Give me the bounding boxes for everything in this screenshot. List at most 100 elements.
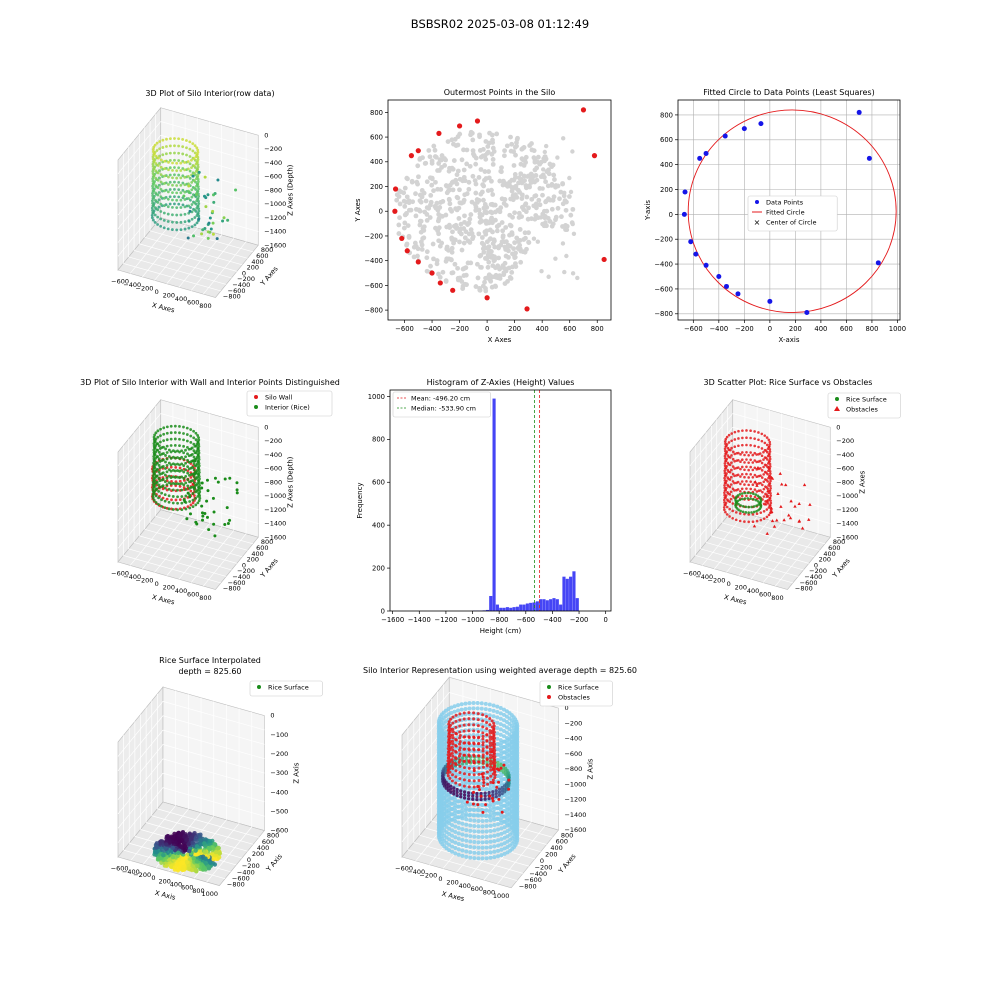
grid-line (162, 744, 265, 774)
obstacle-point (730, 432, 734, 435)
data-point (484, 228, 490, 234)
obstacle-point (492, 739, 496, 743)
grid-line (401, 692, 450, 751)
y-axis-label: Y Axes (258, 557, 280, 580)
z-tick-label: −1400 (264, 228, 286, 236)
surface-point (182, 848, 188, 853)
interior-point (235, 481, 239, 485)
histogram-bar (569, 576, 573, 611)
data-point (505, 183, 510, 189)
interior-point (178, 437, 181, 441)
obstacle-point (755, 453, 758, 456)
data-point (187, 219, 191, 223)
z-tick-label: −1200 (836, 506, 858, 514)
silo-wall-point (456, 708, 461, 713)
silo-wall-point (480, 818, 485, 823)
rice-point (483, 797, 487, 801)
rice-point (471, 797, 475, 801)
data-point (482, 209, 488, 215)
interior-point (182, 464, 186, 467)
data-point (564, 253, 569, 259)
data-point (481, 205, 487, 211)
data-point (177, 144, 181, 148)
silo-wall-point (510, 782, 515, 787)
data-point (479, 264, 484, 270)
obstacle-point (481, 713, 485, 717)
silo-wall-point (496, 752, 501, 757)
surface-point (168, 864, 174, 869)
data-point (156, 193, 160, 197)
data-point (501, 272, 507, 278)
z-tick-label: −600 (264, 173, 282, 181)
data-point (193, 208, 197, 212)
obstacle-point (740, 465, 744, 469)
rice-point (505, 768, 509, 773)
z-tick-label: −1600 (264, 533, 286, 541)
obstacle-point (472, 761, 476, 765)
obstacle-point (723, 508, 726, 512)
obstacle-point (755, 519, 759, 523)
silo-wall-point (480, 786, 485, 791)
obstacle-point (762, 517, 766, 520)
silo-wall-point (488, 839, 493, 844)
obstacle-point (729, 448, 732, 452)
rice-point (750, 511, 753, 514)
data-point (200, 232, 204, 236)
y-tick-label: 800 (370, 109, 383, 117)
x-tick-label: 600 (471, 885, 483, 893)
interior-point (200, 511, 204, 515)
interior-point (159, 440, 162, 444)
data-point (181, 181, 185, 185)
obstacle-point (727, 433, 731, 437)
interior-point (165, 444, 169, 448)
data-point (458, 221, 464, 227)
interior-point (189, 434, 193, 438)
data-point (523, 209, 529, 215)
data-point (196, 189, 200, 193)
data-point (196, 182, 200, 186)
interior-point (152, 437, 156, 441)
interior-point (194, 520, 198, 524)
data-point (156, 171, 160, 175)
data-point (185, 139, 188, 142)
interior-point (164, 454, 167, 457)
data-point (460, 178, 466, 184)
silo-wall-point (468, 834, 473, 839)
interior-point (167, 487, 171, 491)
silo-wall-point (484, 840, 489, 845)
obstacle-point (458, 777, 462, 781)
silo-wall-point (510, 750, 515, 755)
data-point (155, 141, 159, 145)
interior-point (188, 495, 192, 499)
data-point (478, 252, 484, 258)
x-tick-label: 200 (446, 878, 458, 886)
data-point (196, 160, 199, 164)
obstacle-point (481, 719, 485, 723)
interior-point (157, 457, 161, 461)
legend-swatch (254, 405, 258, 409)
obstacle-point (760, 454, 764, 458)
interior-point (190, 446, 194, 450)
silo-wall-point (460, 768, 465, 773)
data-point (499, 169, 504, 175)
data-point (570, 206, 576, 212)
obstacle-point (724, 496, 727, 499)
interior-point (152, 470, 156, 474)
obstacle-point (738, 512, 742, 515)
surface-point (179, 844, 184, 850)
x-tick-label: −200 (735, 325, 754, 333)
obstacle-point (722, 498, 726, 502)
silo-wall-point (472, 840, 477, 845)
interior-point (171, 495, 175, 498)
data-point (497, 209, 503, 215)
chart-p5: −1600 −1400 −1200 −1000 −800 −600 −400 −200 0020… (356, 378, 612, 635)
data-point (575, 275, 580, 281)
silo-wall-point (479, 701, 484, 706)
silo-wall-point (464, 838, 469, 843)
obstacle-point (759, 459, 762, 463)
interior-point (151, 489, 155, 493)
obstacle-point (492, 751, 496, 755)
data-point (468, 129, 474, 135)
data-point (546, 274, 551, 279)
data-point (152, 167, 156, 171)
